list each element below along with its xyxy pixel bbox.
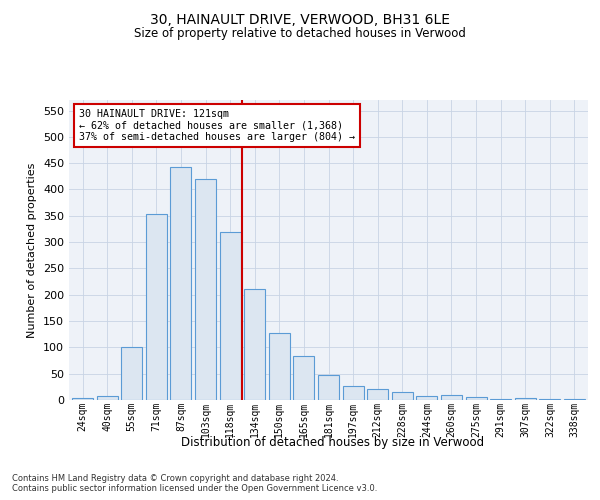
Bar (490, 399, 511, 400)
Text: Contains HM Land Registry data © Crown copyright and database right 2024.: Contains HM Land Registry data © Crown c… (12, 474, 338, 483)
Bar (121, 348, 142, 400)
Bar (220, 232, 241, 400)
Bar (195, 179, 216, 400)
Y-axis label: Number of detached properties: Number of detached properties (28, 162, 37, 338)
Text: 30 HAINAULT DRIVE: 121sqm
← 62% of detached houses are smaller (1,368)
37% of se: 30 HAINAULT DRIVE: 121sqm ← 62% of detac… (79, 109, 355, 142)
Text: Distribution of detached houses by size in Verwood: Distribution of detached houses by size … (181, 436, 485, 449)
Bar (293, 356, 314, 400)
Bar (97, 396, 118, 400)
Bar (564, 399, 585, 400)
Bar (244, 290, 265, 400)
Bar (269, 333, 290, 400)
Bar (441, 394, 462, 400)
Bar (170, 167, 191, 400)
Text: 30, HAINAULT DRIVE, VERWOOD, BH31 6LE: 30, HAINAULT DRIVE, VERWOOD, BH31 6LE (150, 12, 450, 26)
Bar (343, 386, 364, 400)
Bar (515, 398, 536, 400)
Bar (466, 398, 487, 400)
Bar (318, 374, 339, 400)
Bar (367, 390, 388, 400)
Bar (72, 398, 93, 400)
Bar (146, 214, 167, 400)
Bar (416, 396, 437, 400)
Text: Contains public sector information licensed under the Open Government Licence v3: Contains public sector information licen… (12, 484, 377, 493)
Bar (392, 392, 413, 400)
Text: Size of property relative to detached houses in Verwood: Size of property relative to detached ho… (134, 28, 466, 40)
